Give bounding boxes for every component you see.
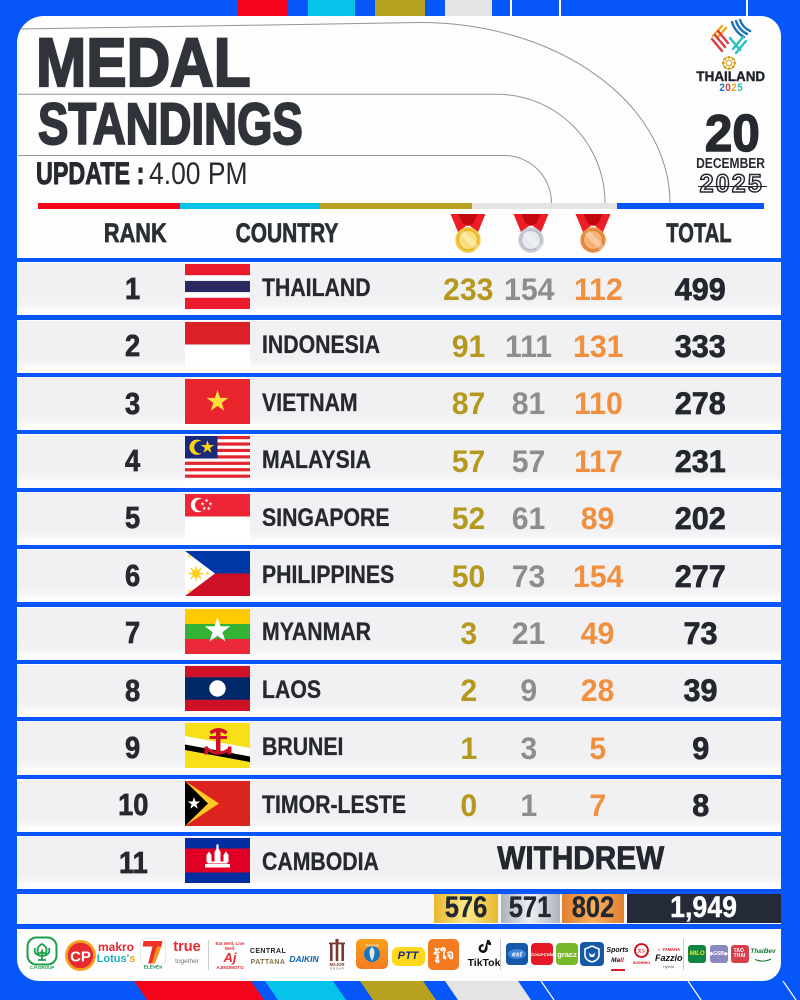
svg-text:スシ: スシ [637,948,646,954]
svg-text:ELEVEn: ELEVEn [144,965,163,971]
svg-text:MAJOR: MAJOR [329,962,344,967]
svg-text:C.P.GROUP: C.P.GROUP [30,965,55,970]
svg-text:est: est [512,952,523,959]
svg-text:G R O U P: G R O U P [330,967,344,971]
svg-text:CP: CP [70,949,91,966]
svg-text:PedSure: PedSure [365,944,379,948]
